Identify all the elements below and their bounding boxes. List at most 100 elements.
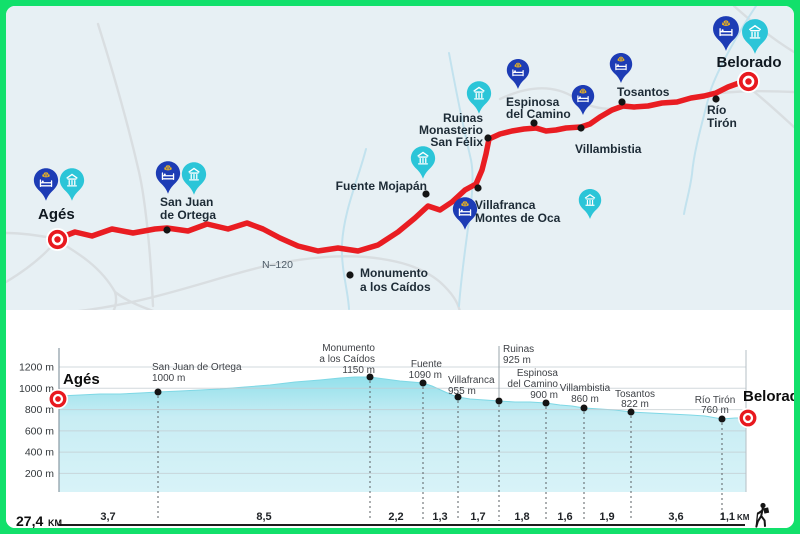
map-rivers	[340, 6, 757, 310]
map-label-san-juan-1: San Juan	[160, 195, 213, 209]
segment-distance-9: 3,6	[668, 511, 683, 523]
dot-san-juan	[163, 226, 171, 234]
map-label-belorado: Belorado	[716, 54, 781, 71]
map-label-monumento-2: a los Caídos	[360, 280, 431, 294]
dot-villafranca	[474, 184, 482, 192]
san-juan-monument-pin	[181, 161, 207, 196]
road-belorado-east	[750, 88, 794, 129]
total-distance-unit: KM	[48, 518, 62, 528]
tosantos-accommodation-pin	[609, 52, 633, 84]
map-label-fuente: Fuente Mojapán	[336, 179, 427, 193]
hiker-icon	[755, 502, 770, 528]
wp-rio-tiron-name: Río Tirón	[695, 395, 736, 406]
camino-route-line	[54, 78, 751, 254]
belorado-accommodation-pin	[712, 15, 740, 52]
end-target-marker	[736, 69, 761, 94]
dot-villambistia	[577, 124, 585, 132]
route-map: Agés San Juan de Ortega N–120 Monumento …	[6, 6, 794, 310]
y-tick-200: 200 m	[25, 468, 54, 480]
map-label-villafranca-2: Montes de Oca	[475, 211, 561, 225]
wp-fuente-name: Fuente	[411, 359, 443, 370]
segment-distance-1: 3,7	[100, 511, 115, 523]
map-label-ruinas-3: San Félix	[430, 135, 483, 149]
segment-distance-10: 1,1	[720, 511, 735, 523]
distance-row: 3,7 8,5 2,2 1,3 1,7 1,8 1,6 1,9 3,6 1,1 …	[16, 511, 750, 528]
y-tick-1200: 1200 m	[19, 362, 54, 374]
segment-distance-8: 1,9	[599, 511, 614, 523]
start-target-marker	[45, 227, 70, 252]
wp-espinosa-name: Espinosa	[517, 368, 559, 379]
segment-distance-5: 1,7	[470, 511, 485, 523]
wp-san-juan-name: San Juan de Ortega	[152, 362, 242, 373]
wp-monumento-elev: 1150 m	[342, 365, 375, 376]
wp-san-juan-elev: 1000 m	[152, 373, 185, 384]
espinosa-accommodation-pin	[506, 58, 530, 90]
segment-distance-4: 1,3	[432, 511, 447, 523]
dot-ruinas	[484, 134, 492, 142]
wp-villafranca-elev: 955 m	[448, 386, 476, 397]
elevation-area	[59, 377, 746, 492]
map-label-ages: Agés	[38, 206, 75, 223]
segment-distance-3: 2,2	[388, 511, 403, 523]
map-label-n120: N–120	[262, 259, 293, 271]
waypoint-dashed-lines	[157, 381, 723, 521]
segment-distance-2: 8,5	[256, 511, 271, 523]
wp-ruinas-elev: 925 m	[503, 355, 531, 366]
map-label-ruinas-1: Ruinas	[443, 111, 483, 125]
ruinas-monument-pin	[466, 80, 492, 115]
y-tick-600: 600 m	[25, 425, 54, 437]
wp-villambistia-name: Villambistia	[560, 383, 611, 394]
wp-espinosa-elev: 900 m	[530, 390, 558, 401]
wp-espinosa-name2: del Camino	[507, 379, 558, 390]
elevation-profile: 1200 m 1000 m 800 m 600 m 400 m 200 m	[6, 310, 794, 528]
wp-tosantos-elev: 822 m	[621, 399, 649, 410]
y-tick-1000: 1000 m	[19, 383, 54, 395]
map-label-villafranca-1: Villafranca	[475, 198, 536, 212]
map-label-monumento-1: Monumento	[360, 266, 428, 280]
map-label-espinosa-2: del Camino	[506, 107, 571, 121]
road-south	[56, 239, 118, 310]
river-stream	[340, 148, 367, 310]
profile-start-target	[47, 388, 69, 410]
map-label-villambistia: Villambistia	[575, 142, 642, 156]
dot-monumento	[346, 271, 354, 279]
road-south-branch	[113, 290, 155, 310]
map-label-san-juan-2: de Ortega	[160, 208, 216, 222]
ages-accommodation-pin	[33, 167, 59, 202]
map-roads	[6, 6, 794, 310]
wp-monumento-name2: a los Caídos	[319, 354, 375, 365]
map-label-ruinas-2: Monasterio	[419, 123, 483, 137]
map-label-espinosa-1: Espinosa	[506, 95, 560, 109]
map-label-tosantos: Tosantos	[617, 85, 670, 99]
map-waypoint-dots	[163, 95, 720, 279]
wp-fuente-elev: 1090 m	[409, 370, 442, 381]
wp-villambistia-elev: 860 m	[571, 394, 599, 405]
dot-tosantos	[618, 98, 626, 106]
wp-ruinas-name: Ruinas	[503, 344, 534, 355]
segment-distance-6: 1,8	[514, 511, 529, 523]
y-axis-ticks: 1200 m 1000 m 800 m 600 m 400 m 200 m	[19, 362, 54, 480]
profile-waypoint-dots	[154, 373, 726, 423]
ages-monument-pin	[59, 167, 85, 202]
san-juan-accommodation-pin	[155, 160, 181, 195]
profile-end-target	[737, 407, 759, 429]
river-tiron	[683, 6, 757, 215]
villafranca-accommodation-pin	[452, 196, 478, 231]
segment-distance-7: 1,6	[557, 511, 572, 523]
total-distance-value: 27,4	[16, 513, 43, 528]
profile-label-ages: Agés	[63, 371, 100, 388]
fuente-monument-pin	[410, 145, 436, 180]
belorado-monument-pin	[741, 18, 769, 55]
dot-espinosa	[530, 119, 538, 127]
profile-label-belorado: Belorado	[743, 388, 794, 405]
villambistia-accommodation-pin	[571, 84, 595, 116]
wp-monumento-name: Monumento	[322, 343, 375, 354]
dot-rio-tiron	[712, 95, 720, 103]
y-tick-400: 400 m	[25, 447, 54, 459]
oca-monument-pin	[578, 188, 602, 220]
road-north-south	[96, 22, 155, 308]
segment-distance-10-unit: KM	[737, 513, 750, 522]
y-tick-800: 800 m	[25, 404, 54, 416]
wp-villafranca-name: Villafranca	[448, 375, 495, 386]
stage-infographic-card: Agés San Juan de Ortega N–120 Monumento …	[6, 6, 794, 528]
